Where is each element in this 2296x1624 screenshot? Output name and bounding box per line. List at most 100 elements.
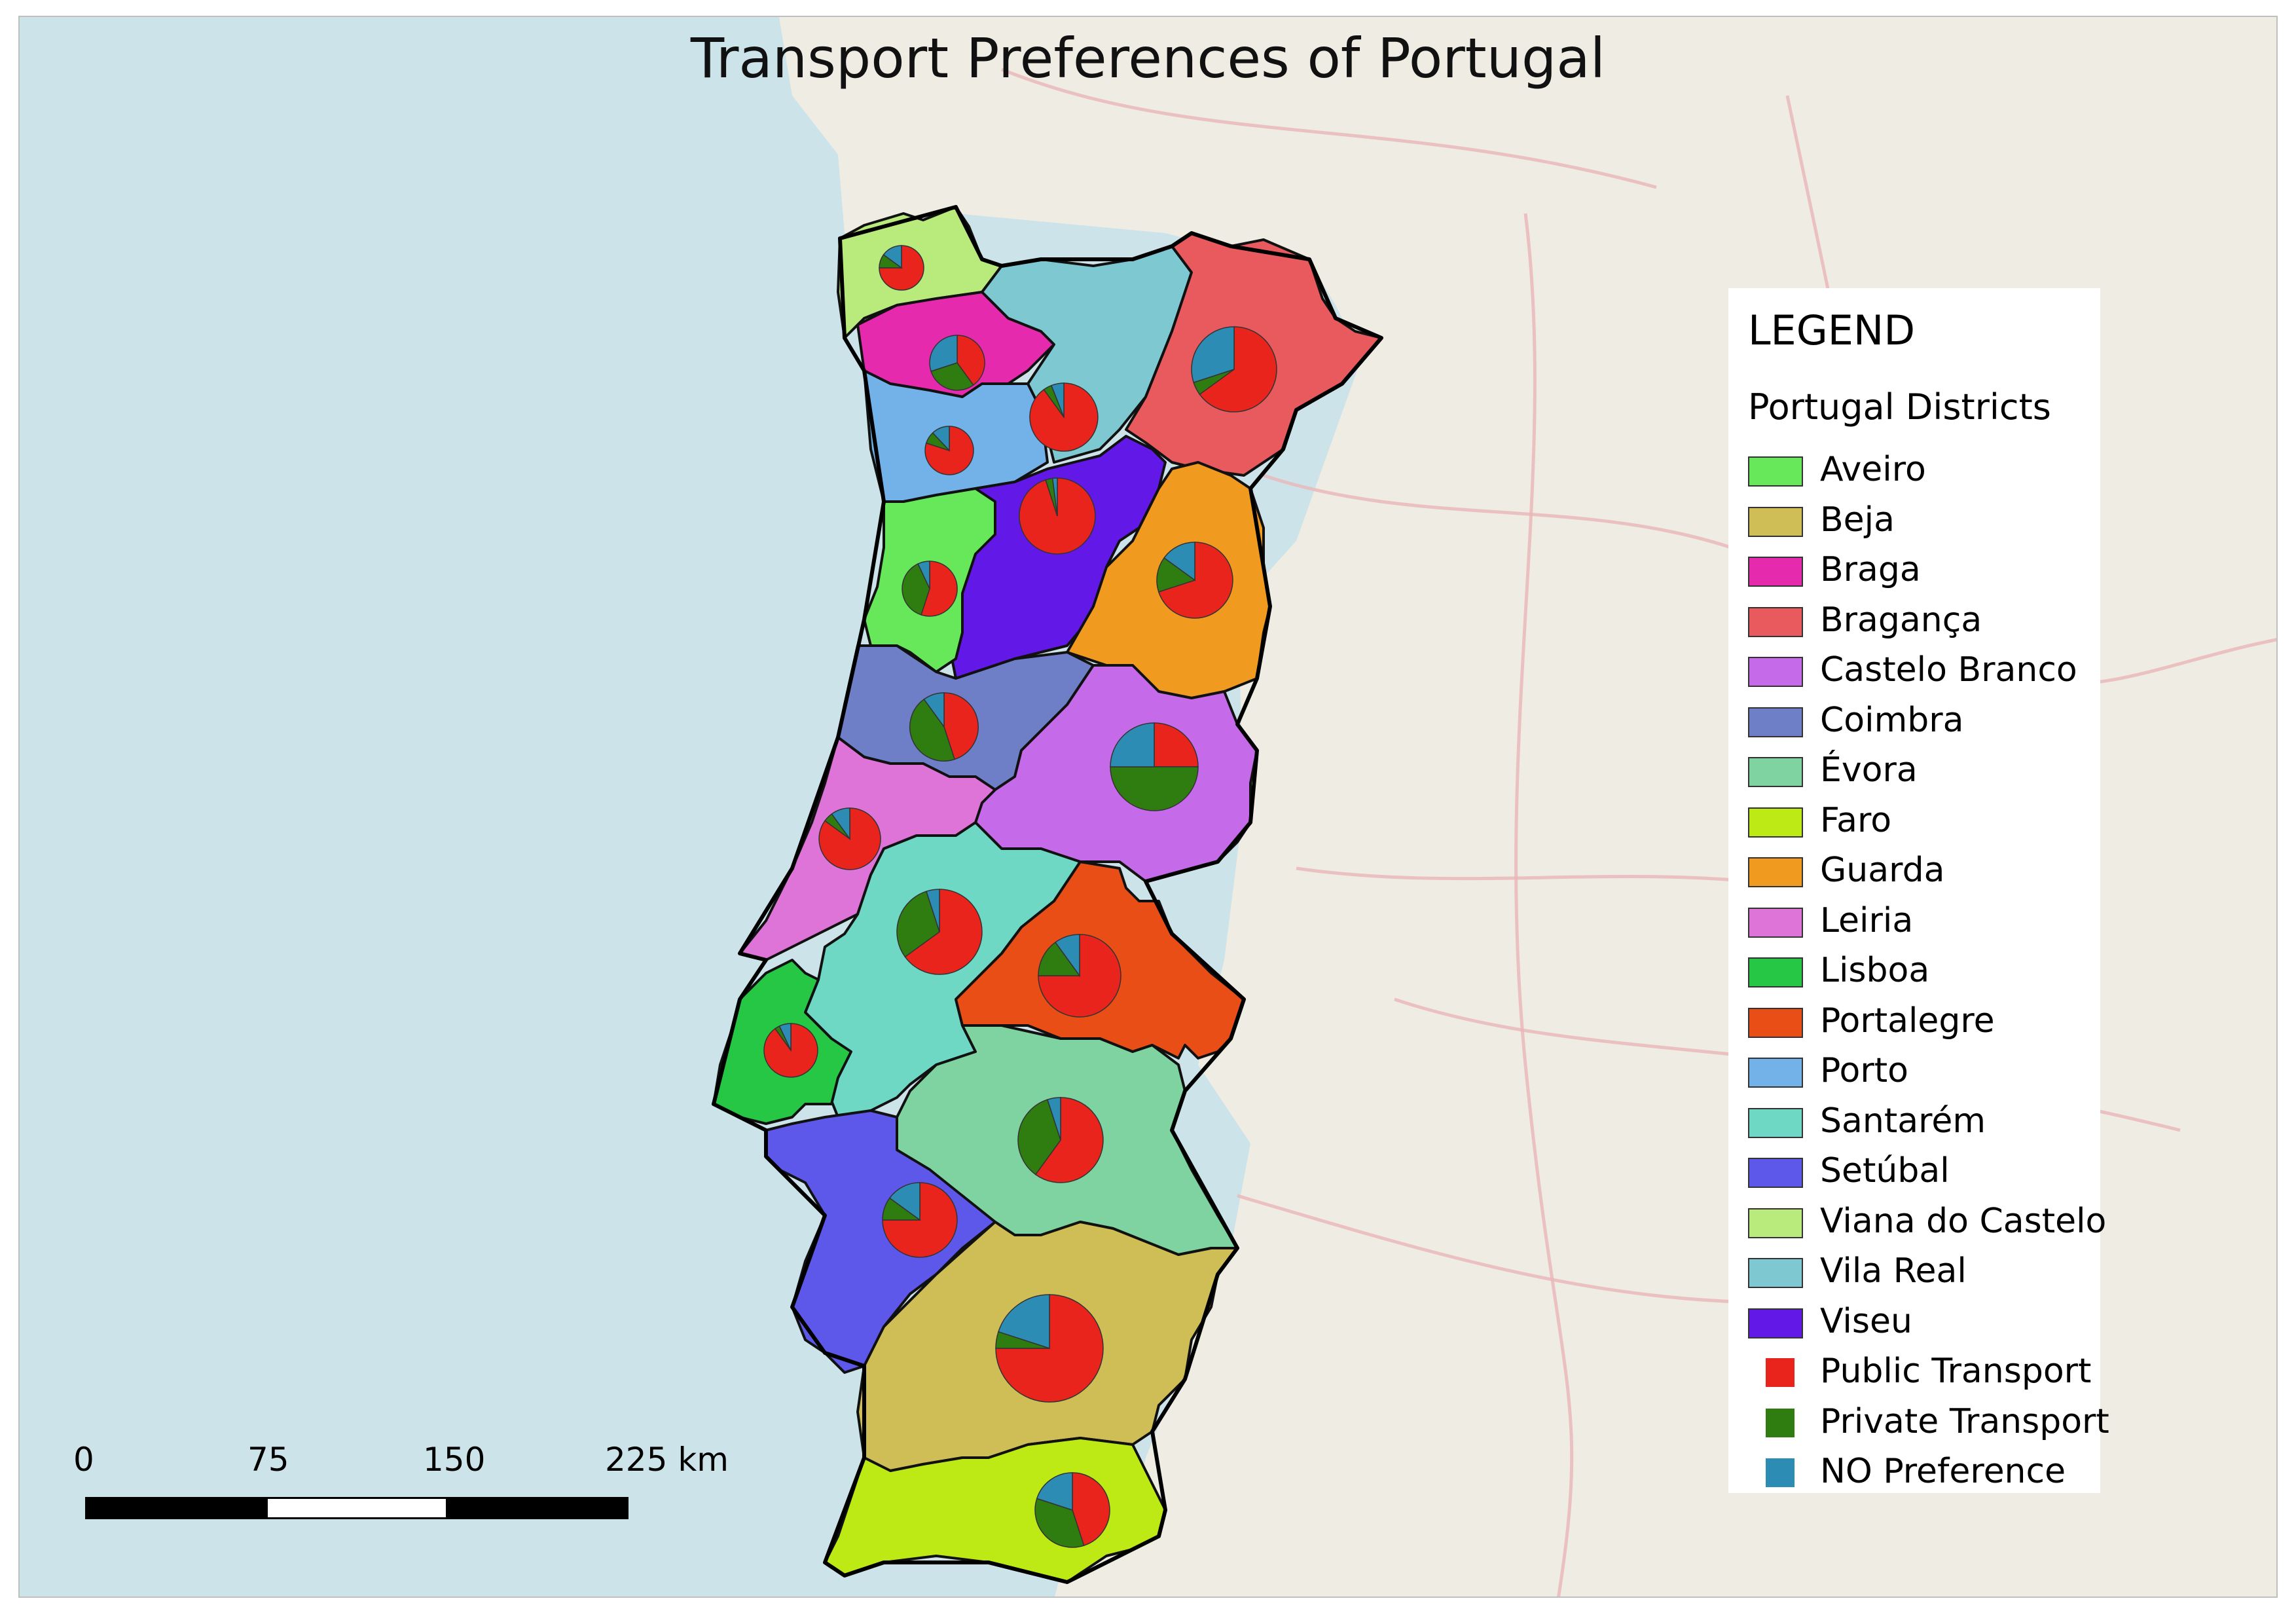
legend-swatch (1748, 807, 1803, 838)
pie-faro (1034, 1472, 1110, 1548)
legend-item-portalegre: Portalegre (1748, 1000, 2102, 1046)
legend-swatch (1748, 907, 1803, 938)
pie-slice-setubal-public (882, 1182, 958, 1258)
scale-label-75: 75 (247, 1441, 289, 1479)
legend-item-braga: Braga (1748, 549, 2102, 595)
legend-swatch (1748, 557, 1803, 587)
country-outline (712, 205, 1383, 1584)
pie-porto (924, 426, 974, 475)
legend-swatch (1748, 1158, 1803, 1188)
legend-title: LEGEND (1748, 306, 1916, 354)
pie-slice-guarda-public (1157, 542, 1233, 619)
legend-marker (1766, 1458, 1795, 1487)
pie-slice-portalegre-private (1038, 941, 1081, 976)
legend-swatch (1748, 506, 1803, 537)
pie-slice-faro-private (1034, 1498, 1085, 1548)
pie-slice-viana-do-castelo-none (883, 245, 902, 269)
pie-slice-faro-public (1072, 1472, 1110, 1547)
pie-aveiro (902, 561, 958, 617)
pie-charts (763, 245, 1277, 1548)
legend-label: Leiria (1820, 900, 1914, 940)
scale-bar: 0 75 150 225 km (73, 1441, 733, 1532)
scale-segment-2 (266, 1497, 448, 1519)
legend-label: Coimbra (1820, 700, 1964, 740)
pie-vila-real (1029, 382, 1099, 452)
legend-swatch (1748, 1258, 1803, 1288)
legend-item-braganca: Bragança (1748, 599, 2102, 645)
legend-swatch (1748, 606, 1803, 637)
legend-item-santarem: Santarém (1748, 1100, 2102, 1146)
pie-beja (995, 1294, 1104, 1403)
pie-slice-setubal-none (888, 1182, 920, 1221)
pie-slice-portalegre-none (1054, 934, 1080, 978)
pie-slice-faro-none (1036, 1472, 1073, 1511)
scale-label-150: 150 (423, 1441, 486, 1479)
legend-label: Évora (1820, 750, 1918, 790)
legend-label: Braga (1820, 550, 1921, 589)
pie-santarem (896, 889, 983, 975)
pie-slice-evora-none (1046, 1097, 1061, 1141)
legend-label: NO Preference (1820, 1452, 2066, 1491)
pie-guarda (1156, 542, 1233, 619)
pie-slice-coimbra-none (923, 692, 945, 729)
legend-swatch (1748, 1107, 1803, 1138)
legend-label: Bragança (1820, 600, 1982, 640)
legend-label: Guarda (1820, 851, 1945, 890)
pie-slice-coimbra-private (909, 698, 956, 762)
legend-swatch (1748, 957, 1803, 987)
pie-slice-braga-none (929, 335, 958, 372)
pie-slice-castelo-branco-public (1154, 722, 1199, 767)
pie-slice-beja-none (998, 1294, 1050, 1350)
legend-swatch (1748, 1308, 1803, 1338)
legend-label: Lisboa (1820, 951, 1930, 990)
scale-label-0: 0 (73, 1441, 94, 1479)
legend-item-viseu: Viseu (1748, 1301, 2102, 1346)
pie-slice-santarem-public (904, 889, 983, 975)
pie-leiria (818, 807, 881, 870)
pie-slice-guarda-private (1156, 557, 1196, 593)
pie-slice-aveiro-none (917, 561, 930, 589)
legend-label: Viseu (1820, 1301, 1912, 1341)
legend-label: Porto (1820, 1051, 1908, 1090)
legend-item-vila-real: Vila Real (1748, 1250, 2102, 1296)
pie-slice-evora-public (1034, 1097, 1104, 1183)
legend-label: Aveiro (1820, 450, 1926, 489)
legend-item-setubal: Setúbal (1748, 1150, 2102, 1196)
legend-item-public-transport: Public Transport (1748, 1350, 2102, 1396)
road-line-4 (1514, 213, 1574, 1596)
legend-subtitle: Portugal Districts (1748, 386, 2051, 428)
legend-item-evora: Évora (1748, 749, 2102, 795)
pie-coimbra (909, 692, 979, 762)
legend-item-coimbra: Coimbra (1748, 699, 2102, 745)
legend-item-porto: Porto (1748, 1050, 2102, 1096)
pie-slice-braga-public (957, 335, 985, 386)
pie-slice-viseu-none (1051, 477, 1058, 517)
pie-slice-vila-real-none (1050, 382, 1065, 418)
pie-braga (929, 335, 985, 391)
pie-evora (1017, 1097, 1104, 1183)
legend-label: Santarém (1820, 1101, 1986, 1141)
pie-setubal (882, 1182, 958, 1258)
legend-item-no-preference: NO Preference (1748, 1450, 2102, 1496)
legend-swatch (1748, 1007, 1803, 1038)
pie-slice-braganca-public (1199, 326, 1277, 413)
legend-item-aveiro: Aveiro (1748, 449, 2102, 494)
legend-marker (1766, 1358, 1795, 1387)
pie-lisboa (763, 1023, 818, 1078)
legend-label: Portalegre (1820, 1001, 1995, 1041)
pie-slice-braganca-none (1191, 326, 1235, 384)
legend-item-lisboa: Lisboa (1748, 950, 2102, 995)
legend-swatch (1748, 857, 1803, 887)
pie-slice-evora-private (1017, 1099, 1061, 1175)
pie-slice-guarda-none (1163, 542, 1195, 581)
pie-slice-lisboa-none (778, 1023, 792, 1051)
pie-viseu (1019, 477, 1096, 555)
pie-slice-santarem-private (896, 891, 940, 958)
pie-castelo-branco (1110, 722, 1199, 811)
pie-slice-santarem-none (925, 889, 940, 932)
legend-label: Setúbal (1820, 1151, 1950, 1190)
legend-item-castelo-branco: Castelo Branco (1748, 649, 2102, 695)
scale-segment-3 (446, 1497, 629, 1519)
legend-label: Faro (1820, 800, 1892, 840)
district-vila-real (981, 245, 1193, 464)
